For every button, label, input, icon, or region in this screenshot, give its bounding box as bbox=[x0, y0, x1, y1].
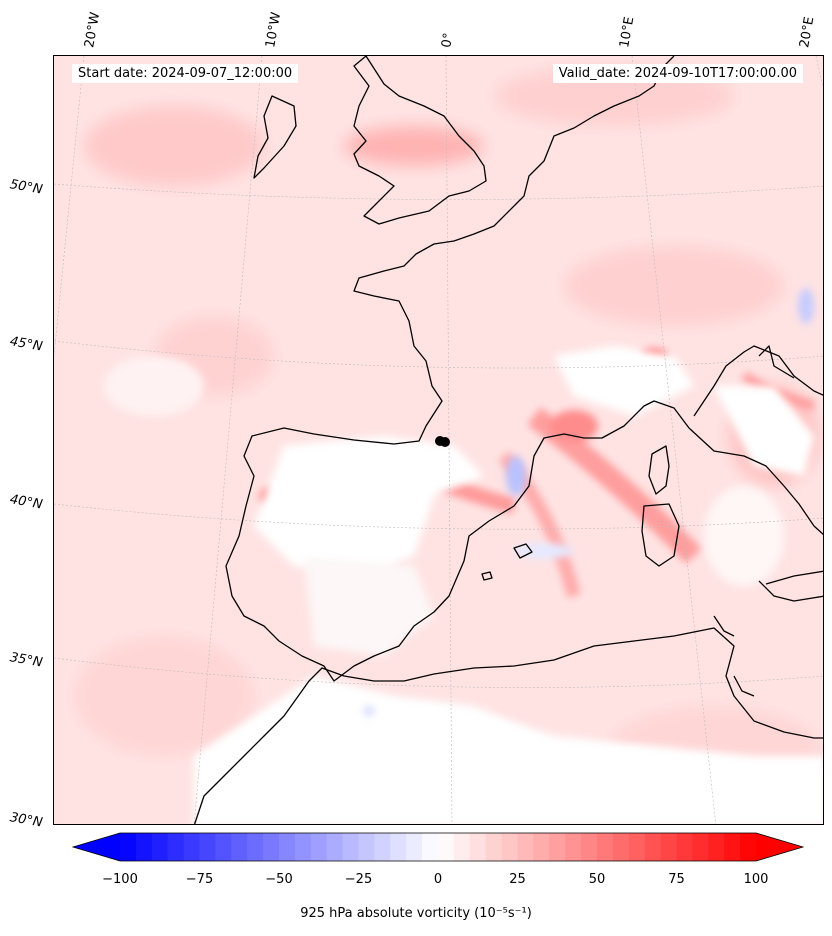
storm-center-marker bbox=[435, 436, 450, 447]
lat-label-0: 50°N bbox=[8, 177, 44, 198]
vorticity-negative-patches bbox=[363, 288, 814, 716]
lon-label-2: 0° bbox=[439, 31, 457, 49]
colorbar-segment bbox=[215, 833, 232, 861]
colorbar-segment bbox=[565, 833, 582, 861]
colorbar-segment bbox=[406, 833, 423, 861]
colorbar-segment bbox=[342, 833, 360, 861]
colorbar-segment bbox=[485, 833, 503, 861]
colorbar-segment bbox=[628, 833, 646, 861]
colorbar-segment bbox=[183, 833, 201, 861]
colorbar-segment bbox=[294, 833, 312, 861]
colorbar-segment bbox=[199, 833, 216, 861]
colorbar-segment bbox=[151, 833, 169, 861]
colorbar-tick-label: 75 bbox=[668, 872, 685, 887]
colorbar-segment bbox=[247, 833, 264, 861]
colorbar-tick-label: −25 bbox=[344, 872, 373, 887]
colorbar-segment bbox=[692, 833, 709, 861]
colorbar-segment bbox=[740, 833, 757, 861]
colorbar-segment bbox=[612, 833, 630, 861]
colorbar-segment bbox=[453, 833, 471, 861]
lon-label-1: 10°W bbox=[263, 11, 285, 50]
colorbar-segment bbox=[660, 833, 678, 861]
colorbar-segment bbox=[310, 833, 328, 861]
valid-date-label: Valid_date: 2024-09-10T17:00:00.00 bbox=[552, 64, 803, 83]
colorbar-segment bbox=[724, 833, 741, 861]
colorbar-segment bbox=[438, 833, 455, 861]
colorbar-tick-label: 100 bbox=[743, 872, 769, 887]
colorbar-tick-label: −50 bbox=[265, 872, 293, 887]
lat-label-3: 35°N bbox=[8, 650, 44, 671]
lat-label-2: 40°N bbox=[8, 492, 44, 513]
colorbar-segment bbox=[597, 833, 614, 861]
colorbar-segment bbox=[390, 833, 407, 861]
colorbar-segment bbox=[120, 833, 137, 861]
map-panel: Start date: 2024-09-07_12:00:00 Valid_da… bbox=[53, 55, 824, 825]
colorbar-segment bbox=[644, 833, 662, 861]
colorbar-segment bbox=[469, 833, 487, 861]
colorbar-segment bbox=[501, 833, 519, 861]
lat-label-4: 30°N bbox=[8, 810, 44, 831]
colorbar-segment bbox=[358, 833, 375, 861]
vorticity-map bbox=[54, 56, 823, 824]
colorbar-segment bbox=[326, 833, 344, 861]
colorbar-segment bbox=[231, 833, 248, 861]
colorbar-segment bbox=[167, 833, 185, 861]
start-date-label: Start date: 2024-09-07_12:00:00 bbox=[72, 64, 299, 83]
colorbar-segment bbox=[533, 833, 550, 861]
colorbar-segment bbox=[581, 833, 598, 861]
lon-label-0: 20°W bbox=[82, 11, 104, 50]
colorbar-segment bbox=[279, 833, 296, 861]
vorticity-neutral-areas bbox=[104, 346, 823, 824]
lon-label-3: 10°E bbox=[617, 15, 638, 49]
colorbar-extend-high bbox=[756, 833, 803, 861]
colorbar-segment bbox=[135, 833, 153, 861]
colorbar-label: 925 hPa absolute vorticity (10⁻⁵s⁻¹) bbox=[300, 906, 532, 921]
colorbar bbox=[72, 832, 804, 862]
colorbar-segment bbox=[517, 833, 534, 861]
colorbar-outline bbox=[72, 832, 804, 862]
colorbar-segment bbox=[549, 833, 566, 861]
colorbar-extend-low bbox=[73, 833, 120, 861]
colorbar-segment bbox=[676, 833, 693, 861]
colorbar-segment bbox=[263, 833, 280, 861]
colorbar-tick-label: 25 bbox=[509, 872, 526, 887]
colorbar-tick-label: −100 bbox=[102, 872, 138, 887]
colorbar-tick-label: −75 bbox=[185, 872, 214, 887]
colorbar-tick-label: 50 bbox=[588, 872, 606, 887]
lat-label-1: 45°N bbox=[8, 334, 44, 355]
colorbar-tick-label: 0 bbox=[433, 872, 443, 887]
colorbar-segment bbox=[422, 833, 439, 861]
colorbar-segment bbox=[708, 833, 725, 861]
lon-label-4: 20°E bbox=[797, 15, 818, 49]
colorbar-segment bbox=[374, 833, 391, 861]
